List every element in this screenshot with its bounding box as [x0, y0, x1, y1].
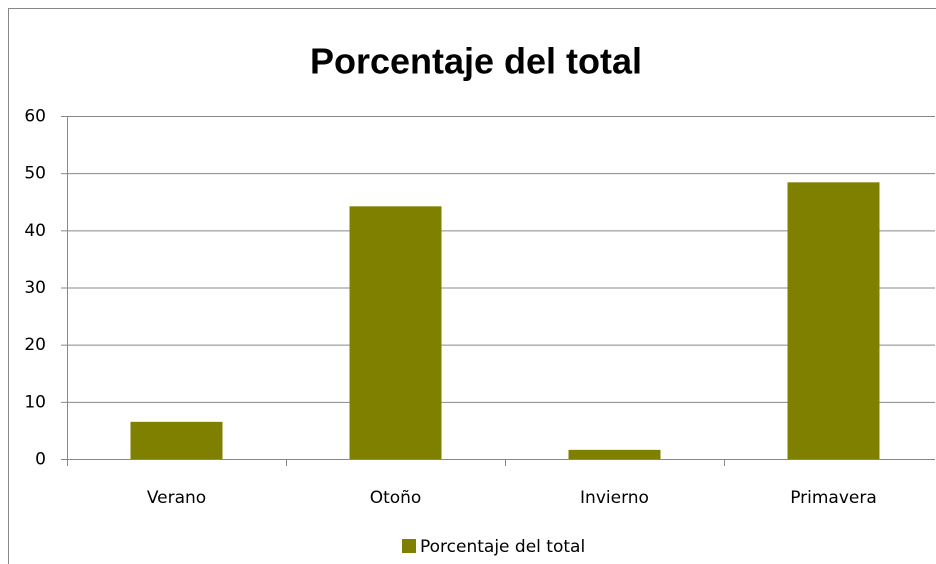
- bar: [787, 182, 880, 459]
- chart-title: Porcentaje del total: [310, 41, 642, 82]
- bar: [130, 421, 223, 459]
- y-tick-label: 0: [35, 450, 46, 470]
- x-tick-label: Invierno: [580, 488, 649, 508]
- legend-label: Porcentaje del total: [420, 537, 585, 557]
- x-tick-label: Otoño: [370, 488, 422, 508]
- y-tick-label: 40: [24, 221, 46, 241]
- x-tick-label: Verano: [147, 488, 206, 508]
- y-tick-label: 30: [24, 278, 46, 298]
- y-tick-label: 10: [24, 392, 46, 412]
- x-tick-label: Primavera: [790, 488, 877, 508]
- bar: [568, 449, 661, 459]
- legend-swatch: [402, 539, 416, 553]
- y-tick-label: 60: [24, 107, 46, 127]
- bar: [349, 206, 442, 459]
- chart-border: [8, 8, 936, 564]
- y-tick-label: 20: [24, 335, 46, 355]
- y-tick-label: 50: [24, 164, 46, 184]
